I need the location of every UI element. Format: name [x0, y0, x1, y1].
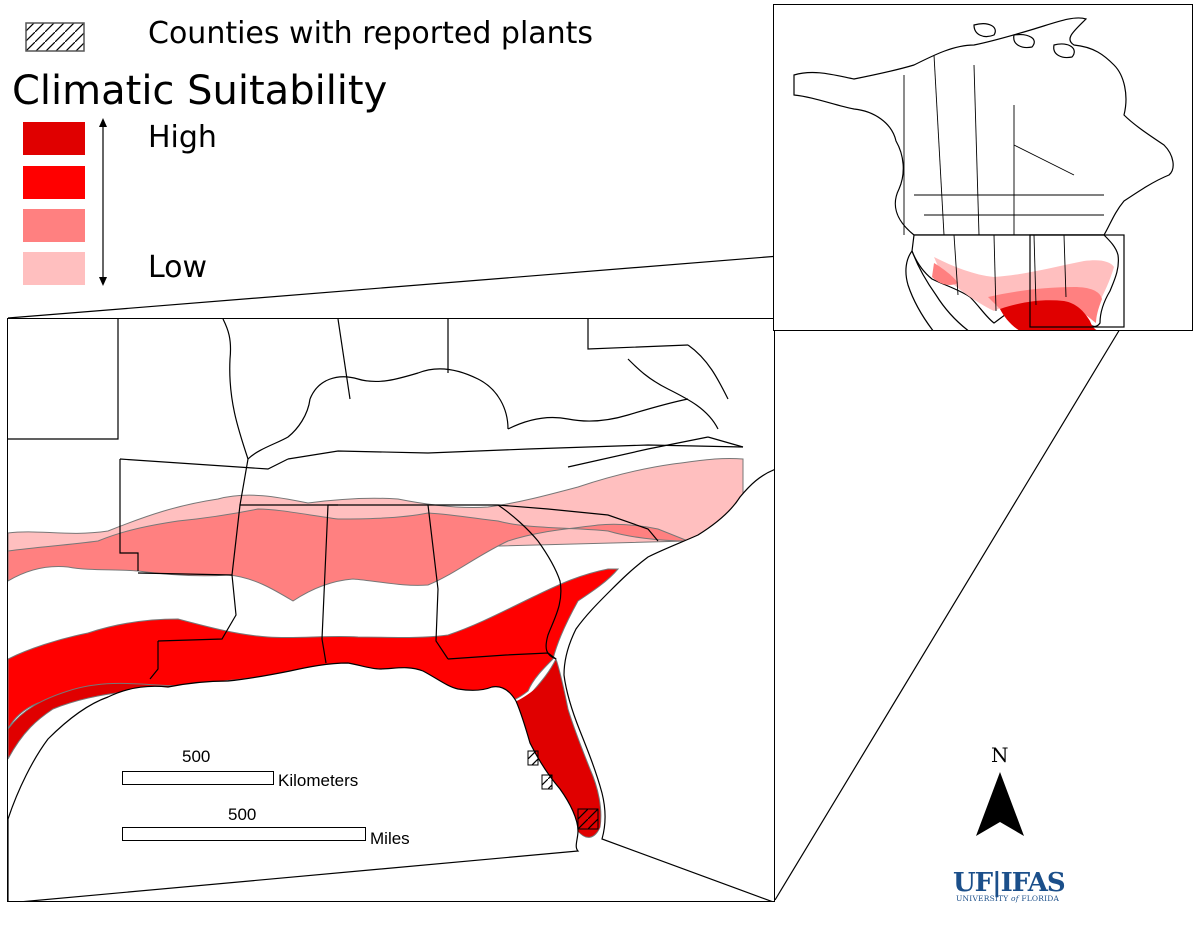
- mexico-outline: [905, 249, 969, 330]
- inset-extent-box: [1029, 234, 1125, 328]
- km-scale-bar: [122, 771, 274, 785]
- hatch-label: Counties with reported plants: [148, 16, 594, 51]
- north-arrow-label: N: [991, 743, 1009, 767]
- hatch-swatch: [25, 22, 85, 52]
- atlantic-ocean: [563, 469, 774, 901]
- mi-scale-value: 500: [228, 805, 257, 824]
- legend: Counties with reported plants Climatic S…: [0, 0, 600, 300]
- north-america-map: [793, 17, 1174, 330]
- mi-scale-unit: Miles: [370, 829, 410, 848]
- gradient-arrow: [99, 118, 107, 286]
- gulf-of-mexico: [8, 662, 580, 901]
- mi-scale-bar: [122, 827, 366, 841]
- swatch-level-4: [23, 122, 85, 155]
- swatch-level-1: [23, 252, 85, 285]
- canada-outline: [793, 17, 1174, 236]
- km-scale-value: 500: [182, 747, 211, 766]
- logo-sub-prefix: UNIVERSITY: [956, 894, 1012, 903]
- swatch-level-2: [23, 209, 85, 242]
- logo-sub-suffix: FLORIDA: [1018, 894, 1060, 903]
- logo-sub-of: of: [1011, 894, 1019, 903]
- southeast-us-map: [8, 319, 774, 901]
- state-borders: [8, 319, 744, 680]
- inset-borders: [903, 54, 1104, 312]
- uf-ifas-logo: UF|IFAS: [953, 868, 1066, 898]
- high-label: High: [148, 120, 217, 155]
- north-arrow-icon: [976, 772, 1024, 836]
- low-label: Low: [148, 250, 208, 285]
- uf-ifas-logo-subtitle: UNIVERSITY of FLORIDA: [956, 894, 1059, 903]
- zone-very-high-florida: [508, 671, 601, 837]
- main-map: 500 Kilometers 500 Miles: [7, 318, 775, 902]
- inset-map: [773, 4, 1193, 331]
- swatch-level-3: [23, 166, 85, 199]
- inset-suitability: [932, 257, 1114, 330]
- reported-counties: [527, 750, 599, 830]
- km-scale-unit: Kilometers: [278, 771, 359, 790]
- legend-title: Climatic Suitability: [12, 68, 388, 114]
